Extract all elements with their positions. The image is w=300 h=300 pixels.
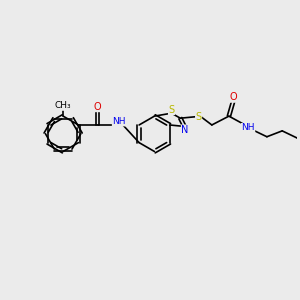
- Text: NH: NH: [112, 117, 126, 126]
- Text: O: O: [94, 102, 101, 112]
- Text: NH: NH: [241, 123, 255, 132]
- Text: CH₃: CH₃: [55, 101, 71, 110]
- Text: O: O: [230, 92, 237, 102]
- Text: S: S: [196, 112, 202, 122]
- Text: N: N: [181, 125, 189, 135]
- Text: S: S: [168, 105, 175, 115]
